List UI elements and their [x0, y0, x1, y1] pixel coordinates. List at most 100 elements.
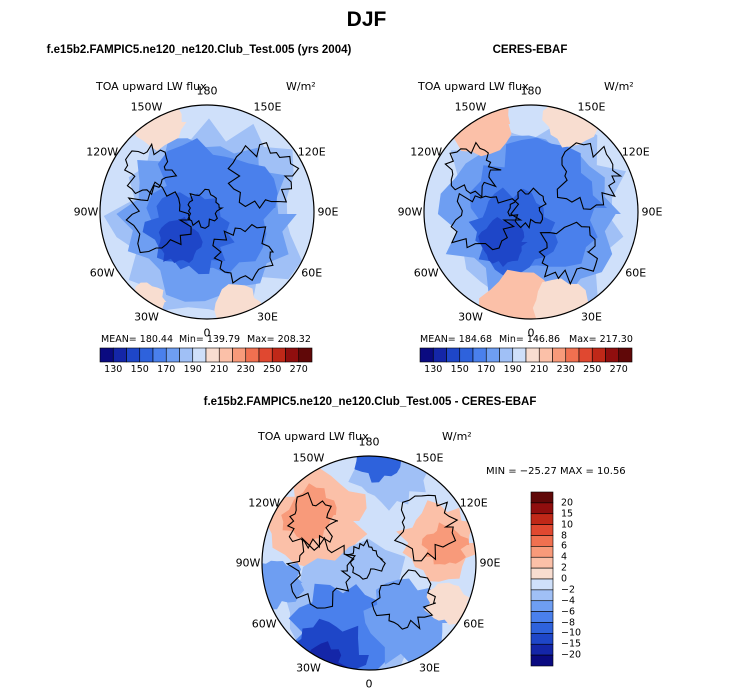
colorbar-tick-label: 6 [561, 540, 568, 552]
colorbar-swatch [459, 347, 474, 363]
colorbar-tick-label: 210 [210, 364, 229, 375]
colorbar-swatch [552, 347, 567, 363]
colorbar-swatch [99, 347, 114, 363]
panel-2-title: CERES-EBAF [492, 44, 568, 56]
colorbar-swatch [126, 347, 141, 363]
colorbar-swatch [591, 347, 606, 363]
colorbar-swatch [618, 347, 633, 363]
colorbar-tick-label: −4 [561, 595, 576, 607]
colorbar-swatch [432, 347, 447, 363]
colorbar-tick-label: −10 [561, 627, 582, 639]
coastline [125, 181, 192, 254]
colorbar-tick-label: 8 [561, 530, 568, 541]
figure-title: DJF [346, 8, 387, 31]
panel-3-colorbar [530, 491, 554, 667]
panel-1-mean-stat: MEAN= 180.44 [101, 334, 174, 345]
colorbar-swatch [565, 347, 580, 363]
longitude-label: 30E [257, 310, 278, 324]
longitude-label: 120W [86, 145, 119, 158]
panel-1-colorbar [99, 347, 313, 363]
colorbar-tick-label: 270 [289, 364, 308, 375]
coastline [393, 494, 459, 562]
map-boundary [99, 104, 315, 320]
colorbar-swatch [530, 535, 554, 547]
coastline [123, 142, 178, 196]
colorbar-swatch [139, 347, 154, 363]
colorbar-tick-label: 130 [424, 364, 443, 375]
colorbar-swatch [530, 491, 554, 504]
colorbar-tick-label: 250 [583, 364, 602, 375]
longitude-label: 60E [463, 617, 485, 630]
panel-1-units-label: W/m² [286, 80, 316, 93]
colorbar-tick-label: 270 [609, 364, 628, 375]
colorbar-swatch [530, 643, 554, 656]
longitude-label: 30W [134, 310, 159, 324]
panel-2-mean-stat: MEAN= 184.68 [420, 334, 493, 345]
longitude-label: 30E [581, 310, 602, 324]
colorbar-swatch [179, 347, 194, 363]
longitude-label: 60W [251, 617, 277, 630]
longitude-label: 90E [641, 205, 663, 219]
colorbar-swatch [298, 347, 313, 363]
colorbar-swatch [530, 578, 554, 591]
longitude-label: 150W [454, 100, 487, 114]
map-warm-patch [214, 284, 262, 319]
colorbar-tick-label: 4 [561, 551, 568, 563]
longitude-label: 0 [527, 326, 535, 340]
colorbar-tick-label: 170 [477, 364, 496, 375]
colorbar-tick-label: 170 [157, 364, 176, 375]
map-anomaly-patch [421, 522, 470, 565]
longitude-label: 90E [317, 205, 339, 219]
colorbar-tick-label: 150 [450, 364, 469, 375]
colorbar-swatch [192, 347, 207, 363]
colorbar-tick-label: 15 [561, 508, 574, 520]
panel-1-polar-map [99, 104, 315, 320]
colorbar-swatch [530, 654, 554, 667]
coastline [556, 142, 623, 210]
colorbar-swatch [485, 347, 500, 363]
longitude-label: 120E [621, 145, 650, 158]
colorbar-swatch [530, 567, 554, 580]
longitude-label: 180 [196, 84, 218, 98]
colorbar-swatch [218, 347, 233, 363]
colorbar-tick-label: −20 [561, 649, 582, 661]
longitude-label: 60W [89, 266, 115, 279]
panel-3-variable-label: TOA upward LW flux [258, 430, 369, 443]
map-boundary [423, 104, 639, 320]
longitude-label: 150E [253, 100, 282, 114]
panel-1-max-stat: Max= 208.32 [247, 334, 311, 345]
colorbar-swatch [512, 347, 527, 363]
panel-3-units-label: W/m² [442, 430, 472, 443]
colorbar-swatch [530, 513, 554, 525]
colorbar-tick-label: −8 [561, 617, 576, 628]
colorbar-swatch [205, 347, 220, 363]
map-anomaly-patch [281, 483, 337, 546]
colorbar-tick-label: 190 [503, 364, 522, 375]
colorbar-swatch [605, 347, 620, 363]
colorbar-swatch [419, 347, 434, 363]
colorbar-swatch [271, 347, 286, 363]
panel-3-minmax-stat: MIN = −25.27 MAX = 10.56 [486, 466, 626, 477]
colorbar-swatch [538, 347, 553, 363]
longitude-label: 90E [479, 556, 501, 570]
longitude-label: 30W [458, 310, 483, 324]
map-anomaly-patch [354, 456, 409, 483]
colorbar-tick-label: 230 [556, 364, 575, 375]
longitude-label: 30W [296, 661, 321, 675]
colorbar-swatch [245, 347, 260, 363]
colorbar-tick-label: 0 [561, 573, 568, 585]
map-warm-patch [532, 278, 591, 319]
panel-2-min-stat: Min= 146.86 [499, 334, 561, 345]
colorbar-swatch [165, 347, 180, 363]
panel-2-variable-label: TOA upward LW flux [418, 80, 529, 93]
coastline [371, 569, 436, 630]
colorbar-swatch [530, 524, 554, 536]
longitude-label: 180 [358, 435, 380, 449]
panel-2-colorbar [419, 347, 633, 363]
panel-3-title: f.e15b2.FAMPIC5.ne120_ne120.Club_Test.00… [203, 396, 537, 408]
colorbar-swatch [530, 556, 554, 569]
coastline [286, 491, 339, 550]
longitude-label: 0 [365, 677, 373, 691]
panel-1-variable-label: TOA upward LW flux [96, 80, 207, 93]
colorbar-tick-label: −15 [561, 638, 582, 650]
